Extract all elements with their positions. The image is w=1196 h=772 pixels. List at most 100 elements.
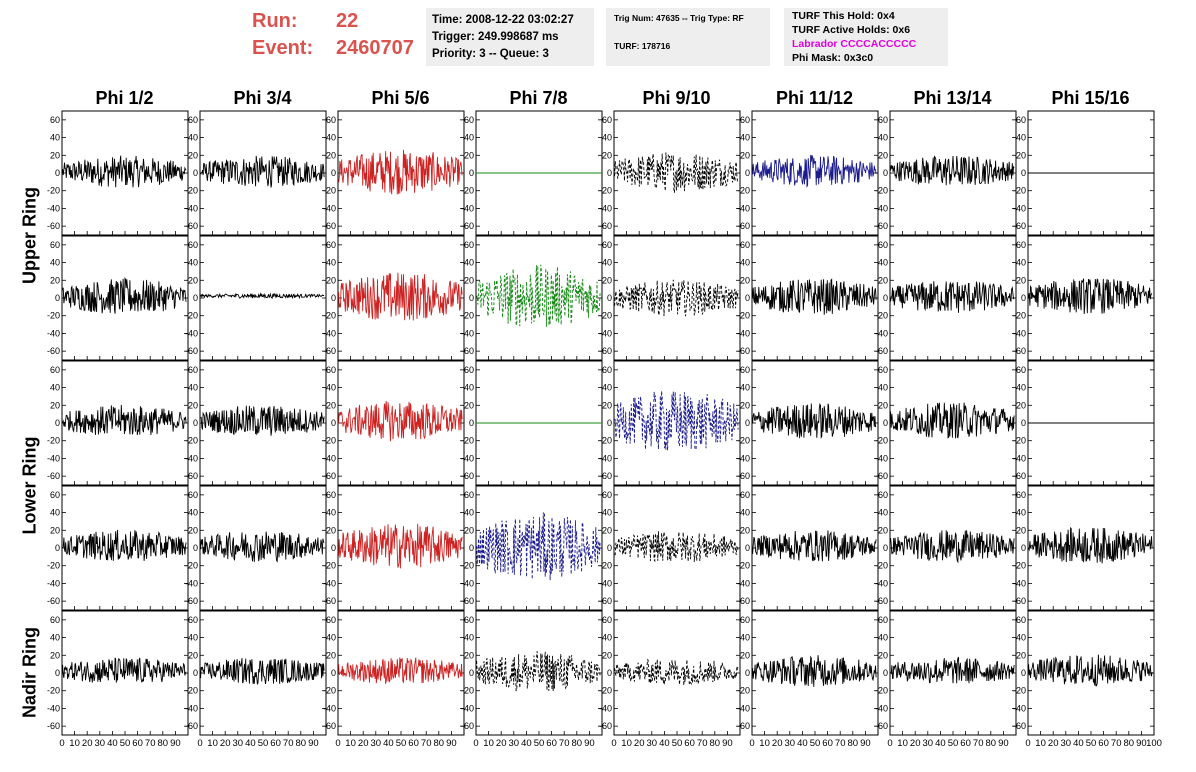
y-tick-label: 20 xyxy=(50,525,60,535)
y-tick-label: 40 xyxy=(1016,258,1026,268)
y-tick-label: -60 xyxy=(875,721,888,731)
y-tick-label: -40 xyxy=(1013,578,1026,588)
y-tick-label: -40 xyxy=(599,578,612,588)
y-tick-label: 40 xyxy=(878,258,888,268)
y-tick-label: -20 xyxy=(461,686,474,696)
y-tick-label: 20 xyxy=(1016,650,1026,660)
y-tick-label: -20 xyxy=(323,561,336,571)
y-tick-label: -60 xyxy=(185,221,198,231)
run-event-title: Run: 22 Event: 2460707 xyxy=(252,8,414,62)
x-tick-label: 80 xyxy=(572,738,583,749)
y-tick-label: -40 xyxy=(737,703,750,713)
x-tick-label: 70 xyxy=(835,738,846,749)
y-tick-label: 60 xyxy=(740,365,750,375)
y-tick-label: 20 xyxy=(326,650,336,660)
y-tick-label: 20 xyxy=(878,400,888,410)
y-tick-label: 60 xyxy=(326,490,336,500)
y-tick-label: -20 xyxy=(737,186,750,196)
waveform-trace xyxy=(614,279,739,317)
y-tick-label: 20 xyxy=(464,525,474,535)
waveform-panel: -60 -40 -20 0 20 40 60 xyxy=(47,110,189,236)
y-tick-label: -60 xyxy=(461,471,474,481)
x-tick-label: 60 xyxy=(132,738,143,749)
y-tick-label: -60 xyxy=(599,721,612,731)
y-tick-label: 60 xyxy=(326,240,336,250)
x-tick-label: 70 xyxy=(283,738,294,749)
waveform-panel: -60 -40 -20 0 20 40 60 xyxy=(1013,360,1155,486)
x-tick-label: 10 xyxy=(345,738,356,749)
y-tick-label: 0 xyxy=(331,668,336,678)
x-tick-label: 50 xyxy=(120,738,131,749)
waveform-trace xyxy=(890,281,1015,313)
x-tick-label: 60 xyxy=(960,738,971,749)
y-tick-label: 60 xyxy=(326,115,336,125)
y-tick-label: 0 xyxy=(469,293,474,303)
y-tick-label: 60 xyxy=(50,115,60,125)
y-tick-label: 20 xyxy=(326,525,336,535)
waveform-trace xyxy=(890,530,1015,564)
waveform-trace xyxy=(752,154,877,188)
y-tick-label: -60 xyxy=(185,471,198,481)
y-tick-label: 40 xyxy=(1016,133,1026,143)
x-tick-label: 80 xyxy=(710,738,721,749)
waveform-trace xyxy=(338,149,463,195)
y-tick-label: 60 xyxy=(326,615,336,625)
y-tick-label: -20 xyxy=(599,186,612,196)
waveform-panel: -60 -40 -20 0 20 40 60 xyxy=(1013,610,1155,736)
column-header: Phi 3/4 xyxy=(233,88,292,108)
y-tick-label: 60 xyxy=(740,490,750,500)
waveform-trace xyxy=(752,278,877,315)
y-tick-label: 20 xyxy=(740,400,750,410)
y-tick-label: 60 xyxy=(602,365,612,375)
x-tick-label: 60 xyxy=(408,738,419,749)
y-tick-label: 60 xyxy=(464,615,474,625)
y-tick-label: -20 xyxy=(461,436,474,446)
x-tick-label: 0 xyxy=(1025,738,1030,749)
waveform-trace xyxy=(338,400,463,442)
panel-frame xyxy=(199,235,327,361)
y-tick-label: -60 xyxy=(875,471,888,481)
y-tick-label: 20 xyxy=(464,275,474,285)
run-label: Run: xyxy=(252,10,298,32)
y-tick-label: -40 xyxy=(461,328,474,338)
y-tick-label: 40 xyxy=(740,258,750,268)
y-tick-label: 40 xyxy=(602,258,612,268)
y-tick-label: 0 xyxy=(55,168,60,178)
x-tick-label: 50 xyxy=(948,738,959,749)
y-tick-label: 60 xyxy=(50,240,60,250)
x-tick-label: 80 xyxy=(1124,738,1135,749)
x-tick-label: 30 xyxy=(1061,738,1072,749)
y-tick-label: 40 xyxy=(188,133,198,143)
y-tick-label: -40 xyxy=(47,453,60,463)
y-tick-label: 40 xyxy=(878,633,888,643)
y-tick-label: 40 xyxy=(188,633,198,643)
y-tick-label: 40 xyxy=(602,508,612,518)
y-tick-label: 20 xyxy=(602,275,612,285)
y-tick-label: -40 xyxy=(737,203,750,213)
x-tick-label: 30 xyxy=(923,738,934,749)
waveform-trace xyxy=(62,155,187,188)
y-tick-label: -20 xyxy=(1013,186,1026,196)
y-tick-label: -40 xyxy=(1013,328,1026,338)
y-tick-label: 0 xyxy=(745,543,750,553)
y-tick-label: -20 xyxy=(323,436,336,446)
y-tick-label: 20 xyxy=(464,150,474,160)
y-tick-label: 60 xyxy=(740,615,750,625)
y-tick-label: -20 xyxy=(875,186,888,196)
x-tick-label: 30 xyxy=(785,738,796,749)
x-tick-label: 40 xyxy=(245,738,256,749)
column-header: Phi 11/12 xyxy=(775,88,854,108)
y-tick-label: 60 xyxy=(1016,240,1026,250)
waveform-panel: -60 -40 -20 0 20 40 60 xyxy=(185,360,327,486)
y-tick-label: -20 xyxy=(1013,436,1026,446)
y-tick-label: -20 xyxy=(185,561,198,571)
waveform-trace xyxy=(200,292,325,300)
x-tick-label: 40 xyxy=(659,738,670,749)
y-tick-label: 0 xyxy=(745,293,750,303)
y-tick-label: 60 xyxy=(740,240,750,250)
waveform-panel: -60 -40 -20 0 20 40 60 xyxy=(461,235,603,361)
turf-active-text: TURF Active Holds: 0x6 xyxy=(792,24,911,36)
waveform-panel: -60 -40 -20 0 20 40 60 xyxy=(1013,485,1155,611)
y-tick-label: -40 xyxy=(185,578,198,588)
y-tick-label: -40 xyxy=(323,328,336,338)
